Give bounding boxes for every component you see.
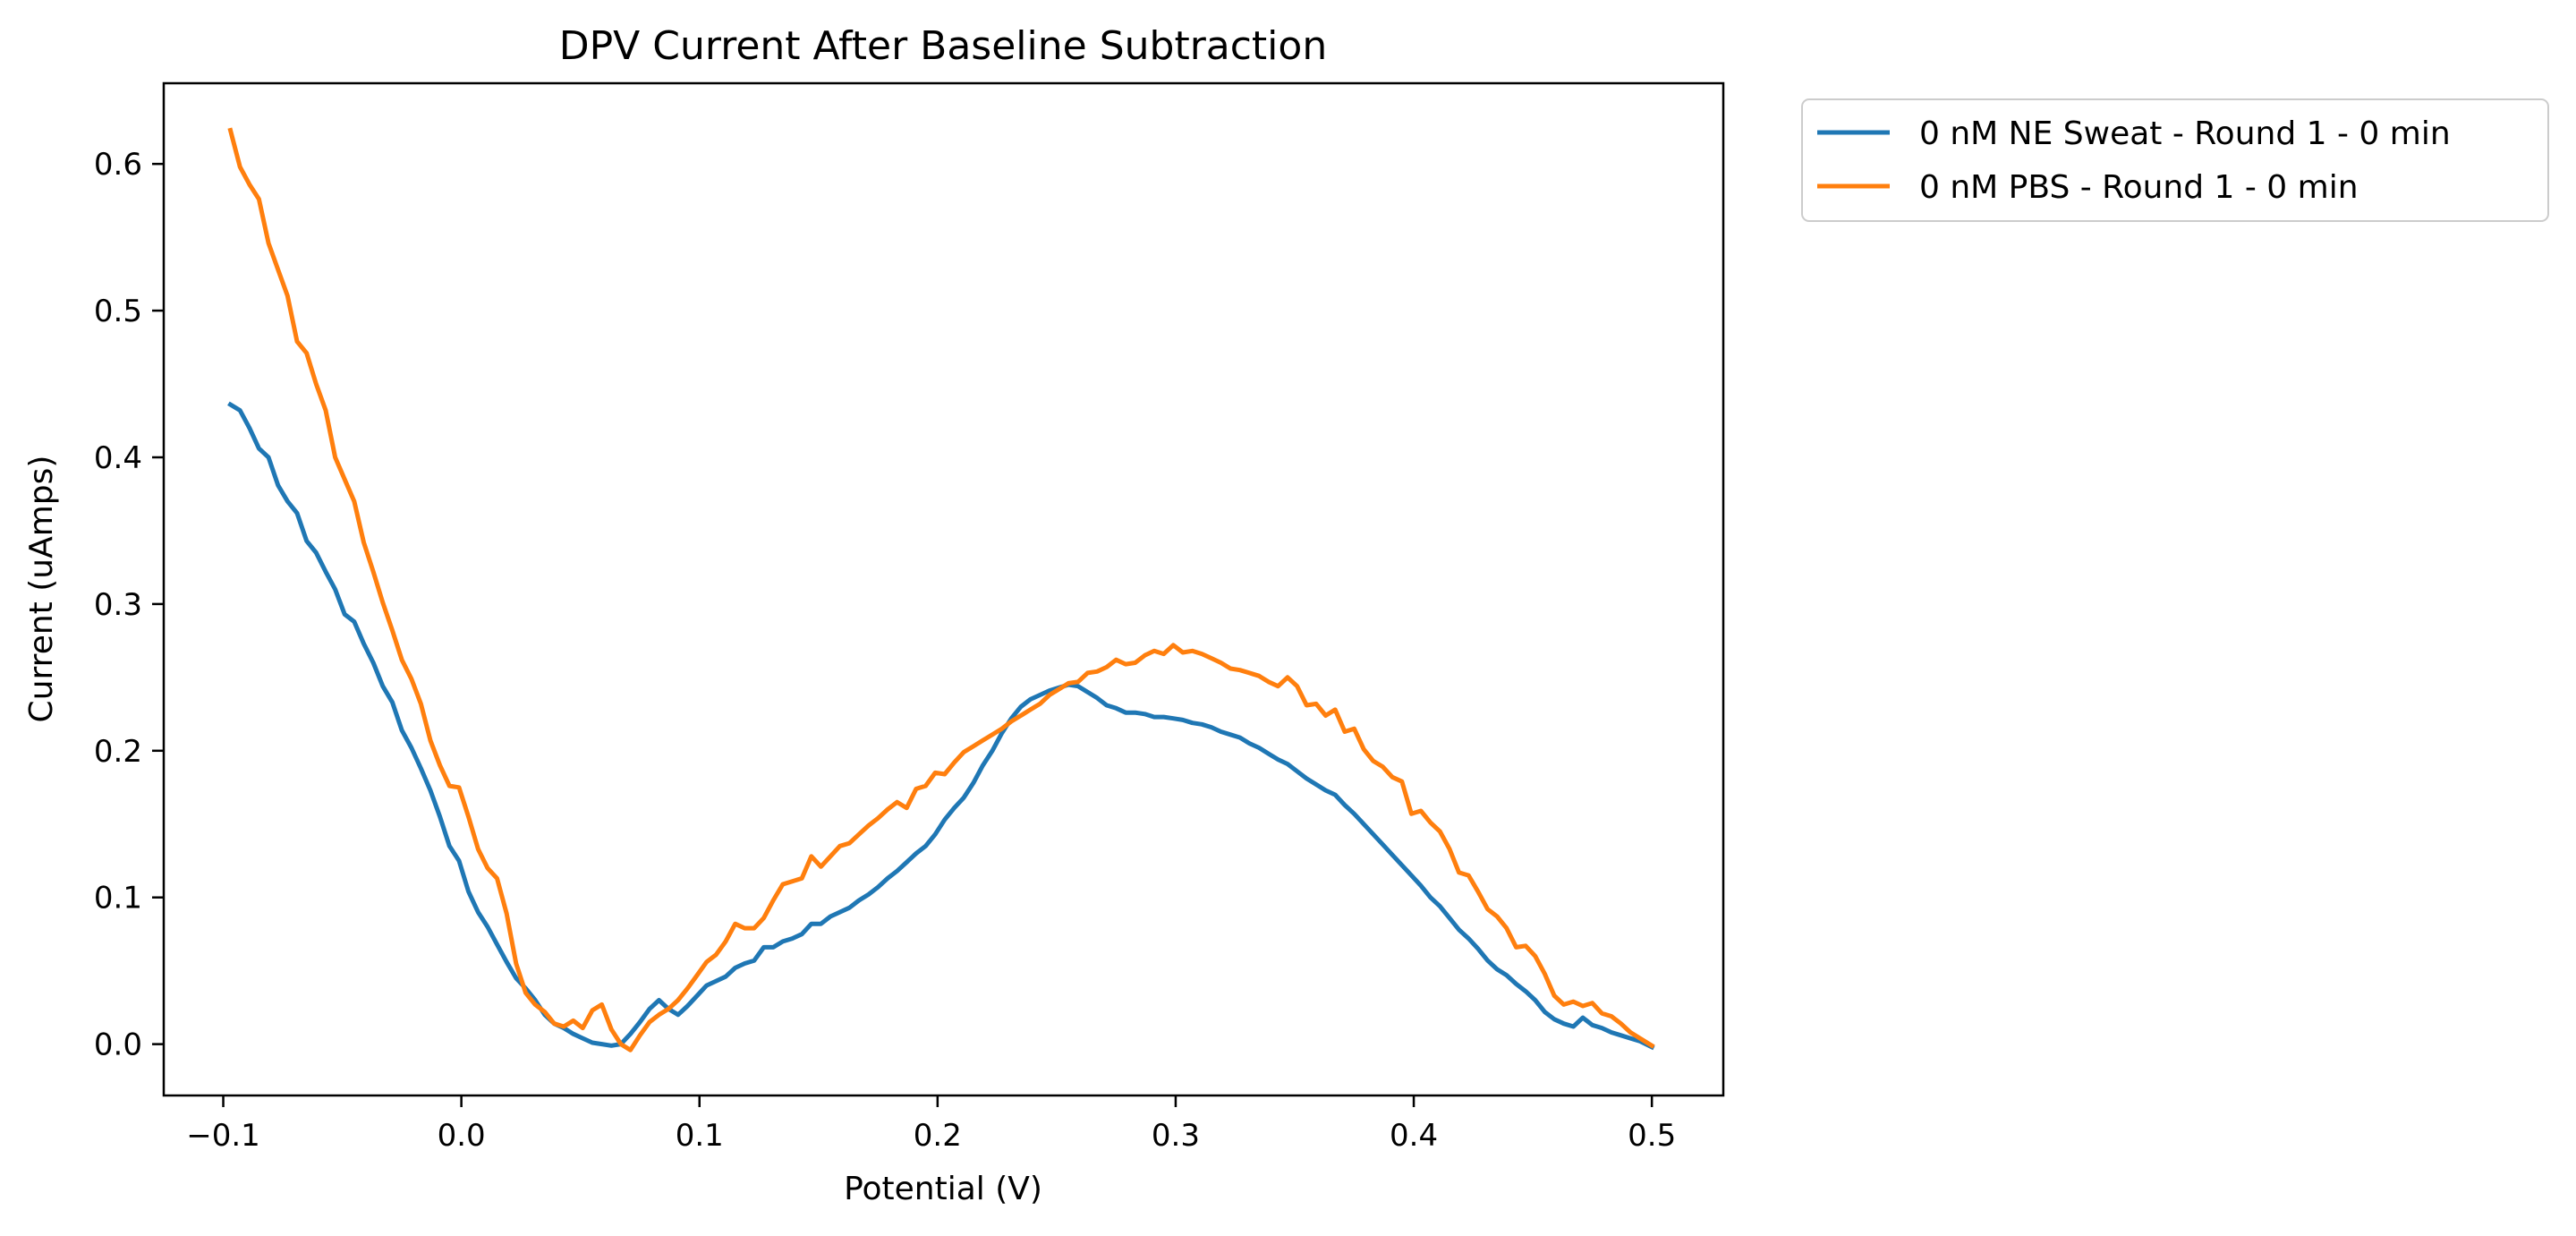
plot-background [164,83,1723,1095]
series-layer [227,127,1655,1053]
legend-box [1801,98,2549,222]
x-tick-label: 0.2 [914,1118,962,1154]
y-tick-label: 0.6 [94,147,142,183]
y-axis-title: Current (uAmps) [23,456,60,723]
y-tick-label: 0.3 [94,587,142,623]
plot-area [162,81,1725,1097]
y-tick-label: 0.4 [94,440,142,476]
x-tick-label: −0.1 [186,1118,260,1154]
series-line-ne-sweat [227,401,1655,1051]
x-tick-label: 0.3 [1152,1118,1200,1154]
x-axis: −0.1 0.0 0.1 0.2 0.3 0.4 0.5 [186,1095,1676,1154]
chart-title: DPV Current After Baseline Subtraction [559,23,1327,69]
x-tick-label: 0.4 [1390,1118,1438,1154]
x-tick-label: 0.5 [1628,1118,1676,1154]
y-tick-label: 0.1 [94,881,142,916]
x-tick-label: 0.1 [676,1118,724,1154]
legend-label-pbs: 0 nM PBS - Round 1 - 0 min [1919,169,2359,206]
y-axis: 0.0 0.1 0.2 0.3 0.4 0.5 0.6 [94,147,164,1063]
x-tick-label: 0.0 [438,1118,486,1154]
x-axis-title: Potential (V) [844,1171,1042,1207]
series-line-pbs [227,127,1655,1053]
plot-frame [162,81,1725,1097]
y-tick-label: 0.0 [94,1027,142,1063]
y-tick-label: 0.5 [94,294,142,329]
legend-label-ne-sweat: 0 nM NE Sweat - Round 1 - 0 min [1919,115,2451,152]
y-tick-label: 0.2 [94,734,142,770]
legend: 0 nM NE Sweat - Round 1 - 0 min 0 nM PBS… [1801,98,2549,222]
